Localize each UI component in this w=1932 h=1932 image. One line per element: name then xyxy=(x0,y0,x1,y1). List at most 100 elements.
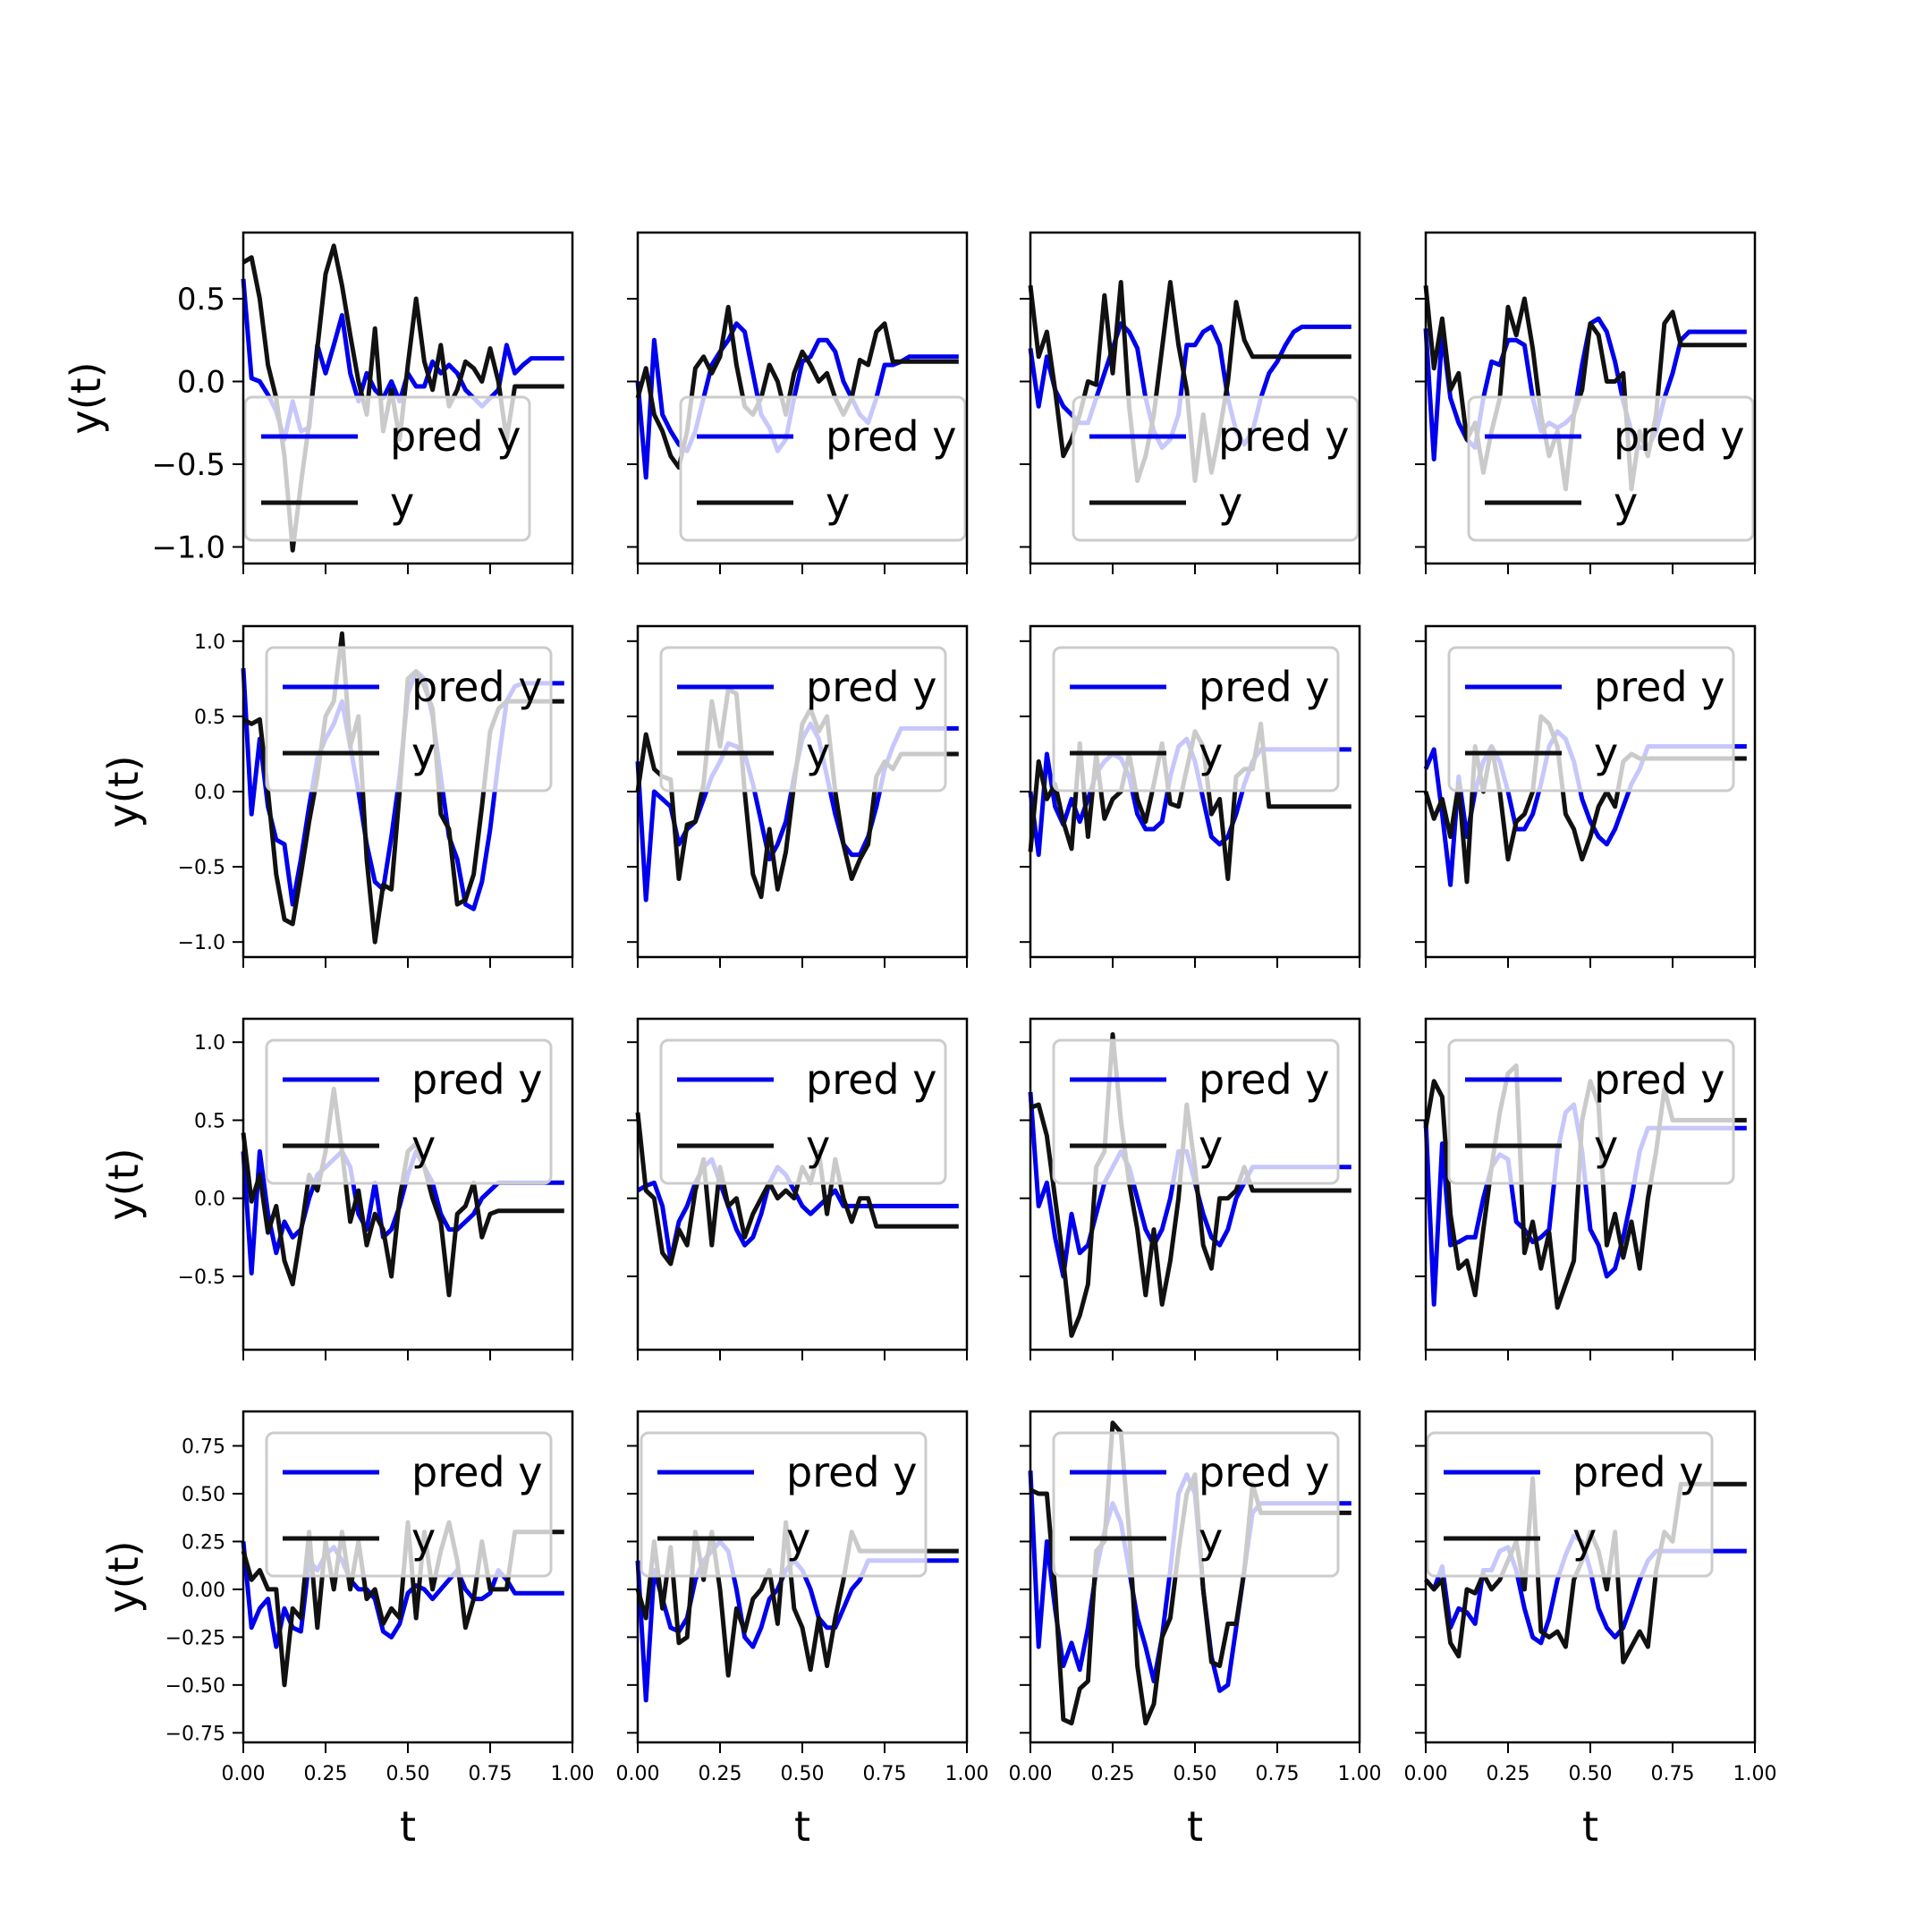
x-tick-label: 0.75 xyxy=(863,1763,907,1785)
y-tick-label: 0.0 xyxy=(177,365,225,401)
legend: pred y y xyxy=(1447,1038,1735,1185)
legend-label-pred-y: pred y xyxy=(411,663,542,711)
legend-label-pred-y: pred y xyxy=(390,412,521,461)
y-tick-label: −0.5 xyxy=(178,857,225,879)
y-axis-label: y(t) xyxy=(99,1148,148,1220)
subplot-r0-c1: pred y y xyxy=(627,231,969,574)
x-tick-label: 0.75 xyxy=(1651,1763,1695,1785)
legend-label-pred-y: pred y xyxy=(1614,412,1744,461)
legend-label-pred-y: pred y xyxy=(806,1055,936,1104)
subplot-r1-c3: pred y y xyxy=(1415,624,1757,968)
y-tick-label: −0.5 xyxy=(151,447,225,483)
y-tick-label: 0.75 xyxy=(182,1436,225,1458)
y-tick-label: 0.0 xyxy=(194,1189,225,1211)
y-tick-label: 1.0 xyxy=(194,1032,225,1055)
y-tick-label: −0.5 xyxy=(178,1267,225,1289)
legend-label-pred-y: pred y xyxy=(1218,412,1349,461)
legend: pred y y xyxy=(1447,646,1735,792)
x-tick-label: 0.75 xyxy=(1256,1763,1300,1785)
legend-label-y: y xyxy=(1594,729,1618,777)
legend: pred y y xyxy=(1052,1431,1340,1578)
x-axis-label: t xyxy=(400,1802,416,1851)
x-tick-label: 0.50 xyxy=(1174,1763,1217,1785)
legend: pred y y xyxy=(640,1431,928,1578)
legend-label-y: y xyxy=(1199,1514,1223,1563)
legend: pred y y xyxy=(1426,1431,1714,1578)
legend-label-pred-y: pred y xyxy=(1199,663,1329,711)
subplot-r1-c1: pred y y xyxy=(627,624,969,968)
legend: pred y y xyxy=(679,395,967,542)
x-axis-label: t xyxy=(1187,1802,1203,1851)
legend-label-pred-y: pred y xyxy=(1594,663,1724,711)
legend-label-y: y xyxy=(786,1514,810,1563)
x-tick-label: 0.50 xyxy=(386,1763,430,1785)
legend-label-y: y xyxy=(1594,1122,1618,1170)
subplot-r0-c3: pred y y xyxy=(1415,231,1757,574)
legend-label-pred-y: pred y xyxy=(1199,1448,1329,1496)
y-tick-label: 0.0 xyxy=(194,782,225,804)
legend-label-y: y xyxy=(411,729,436,777)
legend-label-pred-y: pred y xyxy=(1199,1055,1329,1104)
y-axis-label: y(t) xyxy=(99,1540,148,1613)
legend: pred y y xyxy=(659,646,947,792)
legend-label-pred-y: pred y xyxy=(786,1448,917,1496)
legend-label-y: y xyxy=(1572,1514,1597,1563)
legend: pred y y xyxy=(659,1038,947,1185)
legend-label-pred-y: pred y xyxy=(1594,1055,1724,1104)
subplot-r0-c2: pred y y xyxy=(1020,231,1361,574)
x-tick-label: 0.25 xyxy=(1091,1763,1135,1785)
y-axis-label: y(t) xyxy=(99,755,148,827)
legend-label-pred-y: pred y xyxy=(806,663,936,711)
y-tick-label: −1.0 xyxy=(151,530,225,566)
y-tick-label: 1.0 xyxy=(194,631,225,654)
subplot-r3-c1: pred y y 0.00 0.25 0.50 0.75 1.00 t xyxy=(616,1410,989,1851)
legend: pred y y xyxy=(265,1431,553,1578)
legend-label-pred-y: pred y xyxy=(411,1055,542,1104)
x-tick-label: 0.75 xyxy=(469,1763,513,1785)
subplot-r2-c1: pred y y xyxy=(627,1017,969,1360)
legend: pred y y xyxy=(265,646,553,792)
legend-label-y: y xyxy=(390,479,414,527)
legend: pred y y xyxy=(1072,395,1360,542)
legend-label-y: y xyxy=(1218,479,1242,527)
legend-label-y: y xyxy=(1199,1122,1223,1170)
legend: pred y y xyxy=(1052,1038,1340,1185)
x-axis-label: t xyxy=(794,1802,810,1851)
legend-label-pred-y: pred y xyxy=(1572,1448,1703,1496)
legend-label-y: y xyxy=(411,1514,436,1563)
y-axis-label: y(t) xyxy=(62,361,110,434)
x-tick-label: 0.50 xyxy=(781,1763,825,1785)
legend-label-y: y xyxy=(411,1122,436,1170)
legend-label-y: y xyxy=(1199,729,1223,777)
x-tick-label: 0.00 xyxy=(1009,1763,1053,1785)
subplot-r2-c2: pred y y xyxy=(1020,1017,1361,1360)
y-tick-label: 0.5 xyxy=(177,282,225,318)
subplot-r2-c3: pred y y xyxy=(1415,1017,1757,1360)
y-tick-label: 0.50 xyxy=(182,1484,225,1506)
y-tick-label: 0.25 xyxy=(182,1531,225,1554)
x-tick-label: 0.25 xyxy=(1487,1763,1530,1785)
x-tick-label: 0.25 xyxy=(304,1763,348,1785)
legend-label-y: y xyxy=(826,479,850,527)
subplot-r3-c0: pred y y 0.00 0.25 0.50 0.75 1.00 t −0.75 −0.50 −0… xyxy=(99,1410,594,1851)
legend-label-y: y xyxy=(806,729,830,777)
subplot-r3-c3: pred y y 0.00 0.25 0.50 0.75 1.00 t xyxy=(1404,1410,1776,1851)
y-tick-label: −0.75 xyxy=(165,1723,225,1745)
x-axis-label: t xyxy=(1582,1802,1598,1851)
legend-label-pred-y: pred y xyxy=(826,412,956,461)
x-tick-label: 0.00 xyxy=(222,1763,266,1785)
legend-label-y: y xyxy=(806,1122,830,1170)
x-tick-label: 0.00 xyxy=(616,1763,660,1785)
subplot-r0-c0: pred y y −1.0 −0.5 0.0 0.5 y(t) xyxy=(62,231,574,574)
legend-label-y: y xyxy=(1614,479,1638,527)
y-tick-label: −0.25 xyxy=(165,1627,225,1649)
series-line-pred-y xyxy=(241,1541,564,1649)
x-tick-label: 0.50 xyxy=(1569,1763,1613,1785)
x-tick-label: 0.25 xyxy=(699,1763,742,1785)
x-tick-label: 1.00 xyxy=(945,1763,989,1785)
legend: pred y y xyxy=(243,395,531,542)
legend: pred y y xyxy=(1467,395,1755,542)
y-tick-label: −0.50 xyxy=(165,1675,225,1698)
x-tick-label: 1.00 xyxy=(1338,1763,1382,1785)
